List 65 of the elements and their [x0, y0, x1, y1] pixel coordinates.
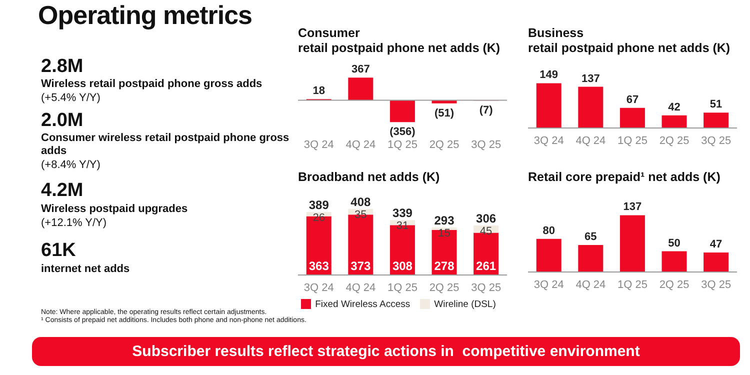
data-label: 15 — [438, 228, 450, 240]
chart-title: Consumer retail postpaid phone net adds (K) — [298, 26, 502, 56]
text: 2.0M — [41, 110, 84, 132]
x-tick-label: 4Q 24 — [346, 282, 376, 294]
data-label: 363 — [308, 259, 330, 273]
text: Wireless postpaid upgrades — [41, 203, 189, 216]
text: 61K — [41, 240, 77, 262]
total-label: 306 — [476, 211, 496, 226]
x-tick-label: 3Q 25 — [471, 282, 502, 294]
chart-title: Business retail postpaid phone net adds (K) — [528, 26, 732, 56]
data-label: 18 — [312, 85, 325, 98]
text: (+5.4% Y/Y) — [41, 92, 102, 105]
data-label: 65 — [584, 231, 597, 244]
text: 2.8M — [41, 56, 84, 78]
data-label: 51 — [710, 98, 722, 111]
text: 4.2M — [41, 180, 84, 202]
legend-label: Wireline (DSL) — [434, 299, 496, 310]
x-tick-label: 2Q 25 — [429, 282, 460, 294]
x-tick-label: 1Q 25 — [618, 134, 648, 147]
text: Consumer wireless retail postpaid phone gross adds — [41, 132, 290, 158]
data-label: 47 — [710, 238, 722, 251]
total-label: 389 — [308, 198, 330, 212]
legend-label: Fixed Wireless Access — [315, 299, 410, 310]
x-tick-label: 3Q 24 — [534, 278, 564, 291]
data-label: 149 — [540, 69, 558, 82]
x-tick-label: 1Q 25 — [618, 278, 648, 291]
data-label: 278 — [434, 259, 455, 273]
text: Operating metrics — [38, 0, 252, 31]
data-label: 373 — [350, 259, 371, 273]
data-label: 367 — [351, 64, 370, 76]
data-label: 50 — [668, 237, 680, 250]
x-tick-label: 3Q 24 — [534, 134, 564, 147]
x-tick-label: 4Q 24 — [576, 278, 606, 291]
x-tick-label: 1Q 25 — [388, 138, 418, 151]
chart-title: Broadband net adds (K) — [298, 170, 441, 185]
data-label: 308 — [392, 259, 413, 273]
x-tick-label: 3Q 25 — [701, 134, 732, 147]
chart-title: Retail core prepaid¹ net adds (K) — [528, 170, 722, 185]
total-label: 408 — [350, 194, 371, 209]
x-tick-label: 2Q 25 — [429, 138, 460, 151]
x-tick-label: 2Q 25 — [659, 278, 690, 291]
data-label: 67 — [626, 94, 639, 106]
text: Subscriber results reflect strategic actions in competitive environment — [32, 337, 740, 366]
data-label: 261 — [476, 259, 496, 273]
x-tick-label: 4Q 24 — [576, 134, 606, 147]
x-tick-label: 1Q 25 — [388, 282, 418, 294]
text: Wireless retail postpaid phone gross adds — [41, 78, 264, 91]
text: (+12.1% Y/Y) — [41, 217, 108, 230]
x-tick-label: 2Q 25 — [659, 134, 690, 147]
x-tick-label: 4Q 24 — [346, 138, 376, 151]
data-label: 137 — [623, 201, 642, 214]
data-label: 80 — [542, 224, 555, 237]
data-label: 42 — [668, 101, 680, 114]
total-label: 293 — [434, 214, 455, 228]
data-label: (51) — [434, 107, 454, 120]
total-label: 339 — [392, 206, 413, 220]
data-label: (356) — [390, 126, 416, 138]
data-label: (7) — [479, 104, 494, 117]
data-label: 137 — [581, 72, 600, 85]
x-tick-label: 3Q 25 — [701, 278, 732, 291]
text: internet net adds — [41, 263, 131, 276]
x-tick-label: 3Q 24 — [304, 282, 334, 294]
text: (+8.4% Y/Y) — [41, 159, 102, 172]
x-tick-label: 3Q 25 — [471, 138, 502, 151]
x-tick-label: 3Q 24 — [304, 138, 334, 151]
